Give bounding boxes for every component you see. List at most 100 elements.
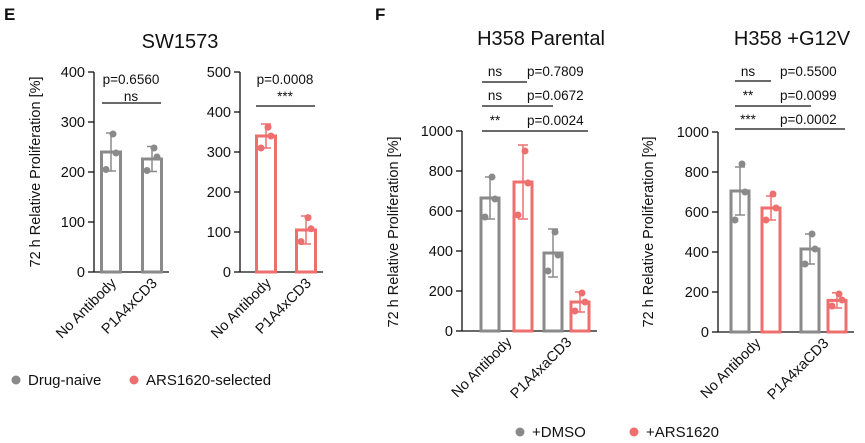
y-tick-label: 300 xyxy=(61,115,85,131)
y-tick-label: 600 xyxy=(685,205,709,221)
y-tick-label: 100 xyxy=(61,215,85,231)
legend-marker xyxy=(629,427,639,437)
significance-stars: ** xyxy=(490,113,501,128)
significance-stars: ns xyxy=(741,64,756,79)
data-point xyxy=(488,173,496,181)
y-tick-label: 800 xyxy=(685,165,709,181)
p-value-label: p=0.7809 xyxy=(527,64,584,79)
data-point xyxy=(264,123,272,131)
legend-label: +DMSO xyxy=(532,424,586,441)
data-point xyxy=(304,214,312,222)
legend-marker xyxy=(11,375,21,385)
data-point xyxy=(808,230,816,238)
y-tick-label: 300 xyxy=(207,145,231,161)
data-point xyxy=(112,149,120,157)
panel-letter-f: F xyxy=(375,5,385,24)
y-tick-label: 100 xyxy=(207,225,231,241)
significance-stars: ns xyxy=(488,64,503,79)
p-value-label: p=0.0024 xyxy=(527,113,584,128)
significance-stars: ns xyxy=(124,89,139,104)
chart-title: H358 Parental xyxy=(477,28,605,50)
legends: Drug-naive ARS1620-selected +DMSO +ARS1620 xyxy=(11,372,719,441)
x-tick-label: No Antibody xyxy=(449,334,516,401)
data-point xyxy=(297,238,305,246)
p-value-label: p=0.5500 xyxy=(780,64,837,79)
x-tick-label: P1A4xaCD3 xyxy=(508,335,576,403)
legend-label: +ARS1620 xyxy=(646,424,719,441)
chart-title: H358 +G12V xyxy=(734,28,851,50)
significance-stars: *** xyxy=(740,112,757,127)
chart-panel-sw1573_naive: SW1573 72 h Relative Proliferation [%] 0 10… xyxy=(28,31,218,342)
chart-panel-h358_parental: H358 Parental 72 h Relative Proliferation… xyxy=(386,28,605,402)
legend-f: +DMSO +ARS1620 xyxy=(515,424,719,441)
data-point xyxy=(307,225,315,233)
data-point xyxy=(578,289,586,297)
y-tick-label: 200 xyxy=(61,165,85,181)
data-point xyxy=(762,216,770,224)
legend-e: Drug-naive ARS1620-selected xyxy=(11,372,271,389)
significance-stars: ns xyxy=(488,88,503,103)
p-value-label: p=0.6560 xyxy=(103,72,160,87)
y-tick-label: 400 xyxy=(207,105,231,121)
legend-label: Drug-naive xyxy=(28,372,101,389)
y-tick-label: 400 xyxy=(685,245,709,261)
y-tick-label: 600 xyxy=(429,204,453,220)
y-axis-label: 72 h Relative Proliferation [%] xyxy=(28,76,44,267)
data-point xyxy=(491,195,499,203)
data-point xyxy=(554,251,562,259)
data-point xyxy=(571,307,579,315)
data-point xyxy=(838,296,846,304)
data-point xyxy=(769,190,777,198)
y-tick-label: 800 xyxy=(429,164,453,180)
data-point xyxy=(738,160,746,168)
data-point xyxy=(801,260,809,268)
data-point xyxy=(544,267,552,275)
legend-marker xyxy=(129,375,139,385)
x-tick-label: P1A4xaCD3 xyxy=(765,336,833,404)
y-tick-label: 0 xyxy=(445,324,453,340)
y-tick-label: 200 xyxy=(429,284,453,300)
data-point xyxy=(828,302,836,310)
chart-panel-h358_g12v: H358 +G12V 72 h Relative Proliferation [%… xyxy=(641,28,854,403)
data-point xyxy=(102,166,110,173)
data-point xyxy=(521,147,529,155)
data-point xyxy=(143,167,151,174)
bar xyxy=(141,157,163,274)
p-value-label: p=0.0002 xyxy=(780,112,837,127)
data-point xyxy=(153,153,161,161)
data-point xyxy=(257,144,265,152)
data-point xyxy=(150,144,158,152)
significance-stars: *** xyxy=(277,89,294,104)
data-point xyxy=(551,228,559,236)
legend-label: ARS1620-selected xyxy=(146,372,271,389)
y-tick-label: 0 xyxy=(701,325,709,341)
data-point xyxy=(267,132,275,140)
chart-title: SW1573 xyxy=(142,31,219,53)
legend-marker xyxy=(515,427,525,437)
y-tick-label: 400 xyxy=(429,244,453,260)
significance-stars: ** xyxy=(743,88,754,103)
y-tick-label: 400 xyxy=(61,65,85,81)
p-value-label: p=0.0672 xyxy=(527,88,584,103)
data-point xyxy=(741,188,749,196)
data-point xyxy=(514,211,522,219)
bar xyxy=(760,206,782,334)
y-axis-label: 72 h Relative Proliferation [%] xyxy=(386,136,402,327)
p-value-label: p=0.0099 xyxy=(780,88,837,103)
data-point xyxy=(109,130,117,138)
y-axis-label: 72 h Relative Proliferation [%] xyxy=(641,136,657,327)
chart-panels: SW1573 72 h Relative Proliferation [%] 0 10… xyxy=(28,28,854,403)
x-tick-label: No Antibody xyxy=(698,335,765,402)
y-tick-label: 500 xyxy=(207,65,231,81)
y-tick-label: 200 xyxy=(685,285,709,301)
y-tick-label: 0 xyxy=(77,265,85,281)
y-tick-label: 1000 xyxy=(677,125,709,141)
data-point xyxy=(581,298,589,306)
data-point xyxy=(772,204,780,212)
data-point xyxy=(731,216,739,224)
panel-letter-e: E xyxy=(4,5,15,24)
y-tick-label: 200 xyxy=(207,185,231,201)
p-value-label: p=0.0008 xyxy=(257,72,314,87)
